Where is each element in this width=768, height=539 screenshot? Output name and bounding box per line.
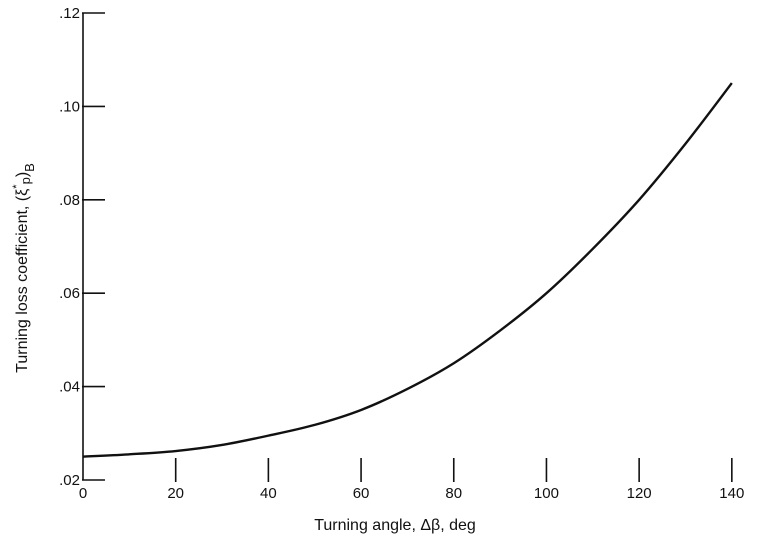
- y-axis-label-subscript2: B: [22, 163, 37, 172]
- x-ticks: 0 20 40 60 80 100 120 140: [79, 458, 744, 502]
- y-axis-label-main: Turning loss coefficient, (ξ: [14, 189, 31, 373]
- series-line: [82, 82, 733, 458]
- x-tick-label: 100: [534, 485, 559, 502]
- y-tick-label: .08: [59, 192, 80, 209]
- x-tick-label: 0: [79, 485, 87, 502]
- x-tick-label: 80: [445, 485, 462, 502]
- y-tick-label: .04: [59, 379, 80, 396]
- y-axis-label-superscript: *: [11, 184, 23, 189]
- x-tick-label: 140: [719, 485, 744, 502]
- y-tick-label: .06: [59, 285, 80, 302]
- y-axis-label-subscript: p: [18, 177, 33, 184]
- x-axis-label: Turning angle, Δβ, deg: [314, 517, 476, 534]
- y-tick-label: .02: [59, 472, 80, 489]
- y-axis-label: Turning loss coefficient, (ξ*p)B: [11, 163, 37, 373]
- x-tick-label: 40: [260, 485, 277, 502]
- series-group: [82, 82, 733, 458]
- y-tick-label: .12: [59, 5, 80, 22]
- y-ticks: .02 .04 .06 .08 .10 .12: [59, 5, 105, 489]
- x-tick-label: 60: [353, 485, 370, 502]
- x-tick-label: 120: [627, 485, 652, 502]
- y-tick-label: .10: [59, 98, 80, 115]
- y-axis-label-close: ): [14, 172, 31, 177]
- x-tick-label: 20: [167, 485, 184, 502]
